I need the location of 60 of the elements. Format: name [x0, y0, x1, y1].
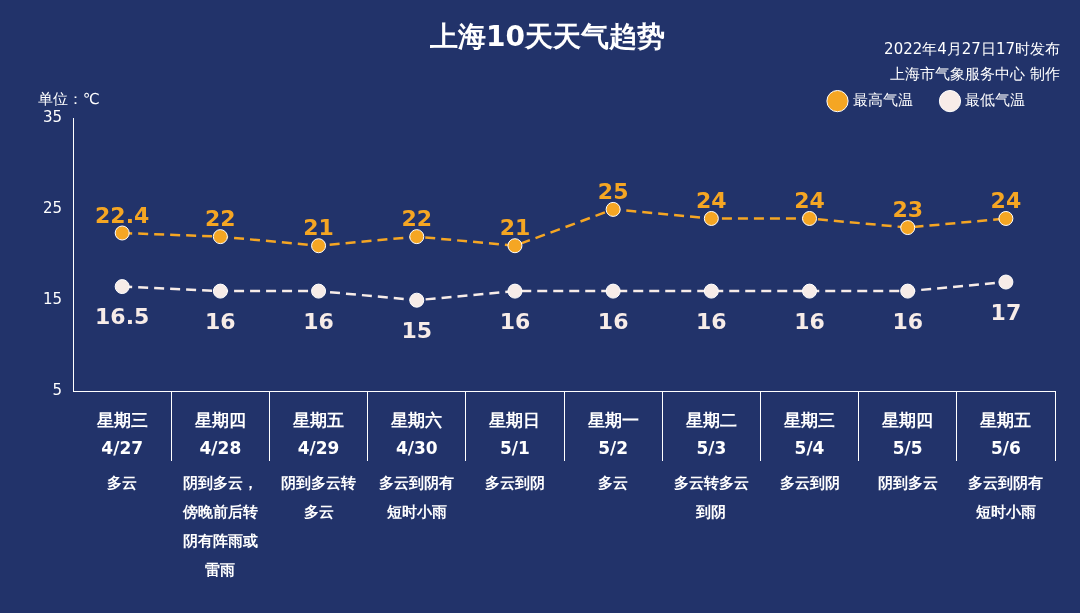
point: [114, 279, 130, 295]
point: [605, 201, 621, 217]
y-axis-title: 单位：℃: [38, 89, 100, 108]
point: [703, 210, 719, 226]
x-tick-label: 星期三 4/27 多云: [95, 410, 148, 492]
y-tick-label: 35: [42, 108, 63, 127]
legend-label: 最低气温: [965, 90, 1025, 109]
point: [507, 283, 523, 299]
data-label: 24: [990, 188, 1022, 214]
x-tick-label: 星期四 4/28 阴到多云，傍晚前后转阴有阵雨或雷雨: [181, 410, 258, 579]
point: [998, 274, 1014, 290]
x-tick-label: 星期日 5/1 多云到阴: [484, 410, 545, 492]
point: [311, 283, 327, 299]
data-label: 22: [205, 206, 236, 232]
point: [507, 238, 523, 254]
data-label: 16: [205, 308, 236, 334]
y-tick-label: 5: [52, 380, 63, 399]
data-label: 16.5: [95, 304, 150, 330]
text: 2022年4月27日17时发布: [884, 39, 1060, 58]
point: [212, 283, 228, 299]
data-label: 16: [597, 308, 629, 334]
data-label: 24: [794, 188, 825, 214]
point: [802, 283, 818, 299]
data-label: 22.4: [95, 202, 150, 228]
point: [605, 283, 621, 299]
x-tick-label: 星期五 5/6 多云到阴有短时小雨: [968, 410, 1044, 521]
point: [900, 220, 916, 236]
data-label: 16: [499, 308, 531, 334]
x-tick-label: 星期四 5/5 阴到多云: [877, 410, 938, 492]
point: [212, 229, 228, 245]
data-label: 21: [499, 215, 531, 241]
point: [802, 210, 818, 226]
data-label: 24: [696, 188, 727, 214]
x-tick-label: 星期一 5/2 多云: [586, 410, 639, 492]
data-label: 22: [401, 206, 433, 232]
x-tick-label: 星期五 4/29 阴到多云转多云: [281, 410, 357, 521]
point: [998, 210, 1014, 226]
text: 上海市气象服务中心 制作: [890, 64, 1060, 83]
data-label: 16: [892, 308, 924, 334]
data-label: 23: [892, 197, 924, 223]
data-label: 16: [303, 308, 334, 334]
data-label: 17: [990, 299, 1022, 325]
chart-title: 上海10天天气趋势: [429, 20, 665, 54]
point: [114, 225, 130, 241]
data-label: 16: [696, 308, 727, 334]
y-tick-label: 15: [42, 290, 63, 309]
y-tick-label: 25: [42, 199, 63, 218]
point: [311, 238, 327, 254]
point: [409, 292, 425, 308]
point: [900, 283, 916, 299]
x-tick-label: 星期二 5/3 多云转多云到阴: [673, 410, 749, 521]
legend-label: 最高气温: [852, 90, 913, 109]
data-label: 16: [794, 308, 825, 334]
data-label: 21: [303, 215, 334, 241]
point: [703, 283, 719, 299]
point: [409, 229, 425, 245]
data-label: 15: [401, 317, 433, 343]
data-label: 25: [597, 179, 629, 205]
x-tick-label: 星期六 4/30 多云到阴有短时小雨: [379, 410, 455, 521]
x-tick-label: 星期三 5/4 多云到阴: [779, 410, 840, 492]
